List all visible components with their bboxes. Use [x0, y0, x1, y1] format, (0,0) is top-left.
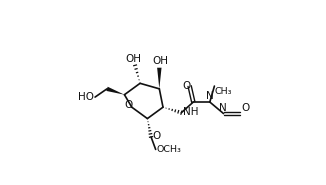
Text: O: O — [182, 81, 190, 91]
Text: OCH₃: OCH₃ — [157, 145, 182, 154]
Text: CH₃: CH₃ — [215, 87, 232, 96]
Polygon shape — [106, 87, 125, 95]
Text: HO: HO — [78, 92, 94, 102]
Text: N: N — [206, 91, 214, 101]
Text: OH: OH — [152, 56, 168, 66]
Polygon shape — [157, 68, 161, 89]
Text: O: O — [242, 103, 250, 113]
Text: OH: OH — [126, 54, 141, 64]
Text: NH: NH — [183, 107, 198, 117]
Text: O: O — [124, 100, 132, 110]
Text: O: O — [152, 131, 160, 141]
Text: N: N — [219, 103, 227, 113]
